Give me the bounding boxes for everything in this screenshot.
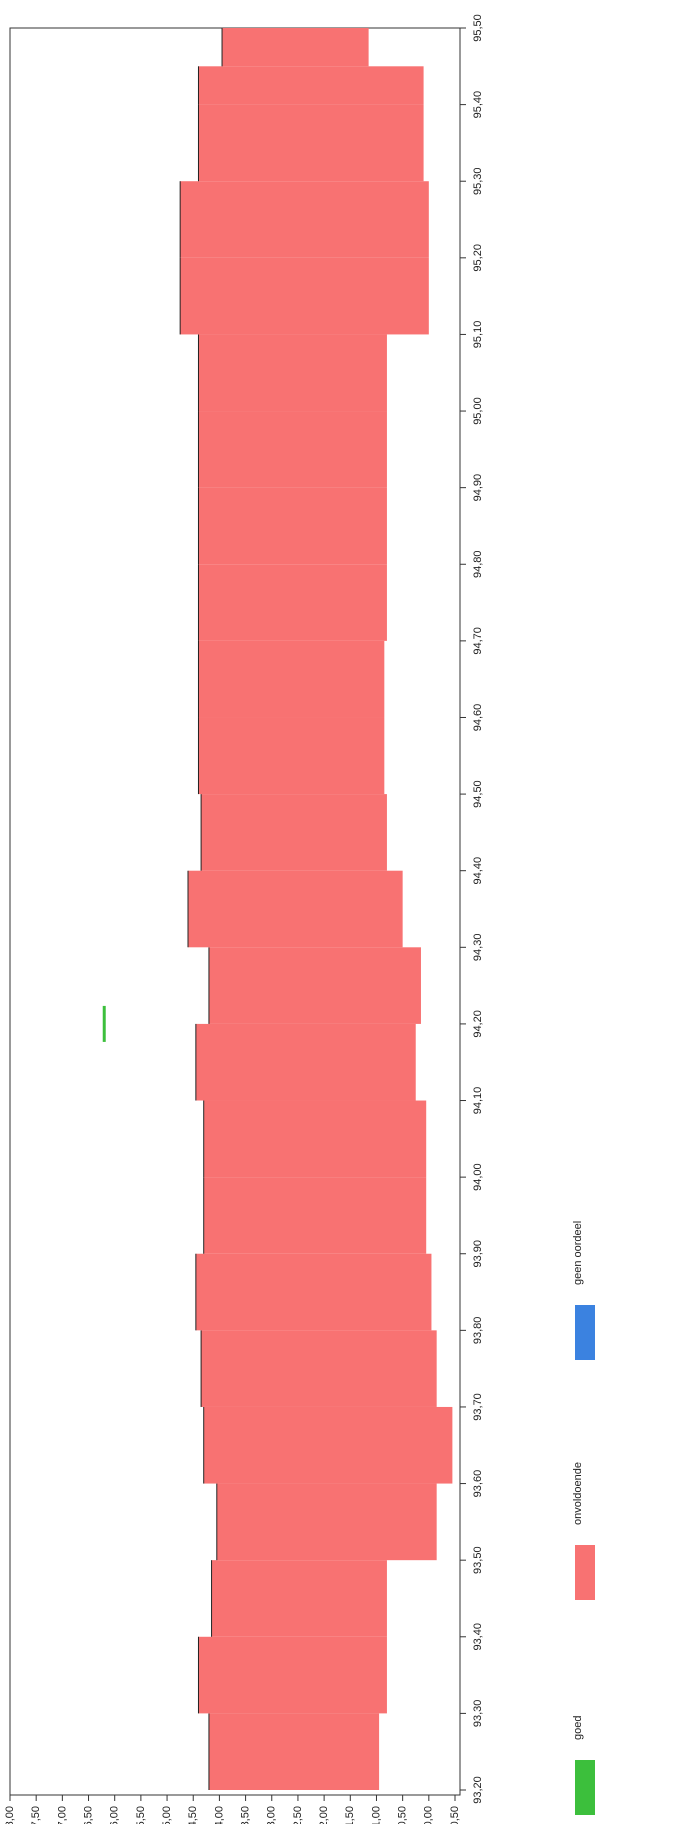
legend-swatch xyxy=(575,1545,595,1600)
range-bar xyxy=(203,1177,427,1254)
legend-swatch xyxy=(575,1305,595,1360)
legend-label: geen oordeel xyxy=(572,1221,584,1285)
y-tick-label: 5,50 xyxy=(135,1806,147,1824)
range-bar xyxy=(198,487,387,565)
range-bar xyxy=(180,181,429,258)
range-bar xyxy=(198,640,385,718)
range-bar xyxy=(201,1330,437,1407)
x-tick-label: 94,50 xyxy=(472,780,484,808)
y-tick-label: 7,00 xyxy=(56,1806,68,1824)
range-bar xyxy=(198,717,385,795)
range-bar xyxy=(211,1560,387,1637)
range-bar xyxy=(208,947,421,1024)
y-tick-label: 3,00 xyxy=(266,1806,278,1824)
x-tick-label: 94,90 xyxy=(472,474,484,502)
range-bar xyxy=(208,1713,380,1790)
range-bar xyxy=(198,104,424,182)
range-bar xyxy=(198,564,387,641)
y-tick-label: 5,00 xyxy=(161,1806,173,1824)
x-tick-label: 95,10 xyxy=(472,321,484,349)
x-tick-label: 93,40 xyxy=(472,1623,484,1651)
range-bar xyxy=(198,66,424,105)
range-bar xyxy=(201,794,387,871)
legend-label: goed xyxy=(572,1716,584,1740)
range-bar xyxy=(203,1100,427,1178)
x-tick-label: 93,60 xyxy=(472,1470,484,1498)
x-tick-label: 93,20 xyxy=(472,1776,484,1804)
x-tick-label: 94,80 xyxy=(472,550,484,578)
y-tick-label: 1,00 xyxy=(370,1806,382,1824)
y-tick-label: 0,50 xyxy=(397,1806,409,1824)
x-tick-label: 94,70 xyxy=(472,627,484,655)
y-tick-label: 4,50 xyxy=(187,1806,199,1824)
y-tick-label: 6,50 xyxy=(82,1806,94,1824)
x-tick-label: 94,10 xyxy=(472,1087,484,1115)
y-tick-label: 8,00 xyxy=(4,1806,16,1824)
x-tick-label: 93,80 xyxy=(472,1317,484,1345)
y-tick-label: 4,00 xyxy=(213,1806,225,1824)
y-tick-label: 2,00 xyxy=(318,1806,330,1824)
range-bar xyxy=(198,1636,387,1714)
x-tick-label: 93,50 xyxy=(472,1546,484,1574)
range-bar xyxy=(216,1483,437,1561)
y-tick-label: -0,50 xyxy=(449,1806,461,1824)
range-bar xyxy=(195,1253,432,1331)
x-tick-label: 94,20 xyxy=(472,1010,484,1038)
range-bar xyxy=(222,28,369,67)
x-tick-label: 94,30 xyxy=(472,934,484,962)
x-tick-label: 93,90 xyxy=(472,1240,484,1268)
y-tick-label: 3,50 xyxy=(239,1806,251,1824)
x-tick-label: 94,00 xyxy=(472,1163,484,1191)
range-bar xyxy=(180,257,429,335)
range-bar xyxy=(188,870,403,948)
y-tick-label: 7,50 xyxy=(30,1806,42,1824)
x-tick-label: 93,70 xyxy=(472,1393,484,1421)
x-tick-label: 95,40 xyxy=(472,91,484,119)
y-tick-label: 0,00 xyxy=(423,1806,435,1824)
x-tick-label: 94,40 xyxy=(472,857,484,885)
x-tick-label: 95,50 xyxy=(472,14,484,42)
x-tick-label: 95,30 xyxy=(472,167,484,195)
range-bar xyxy=(198,334,387,412)
y-tick-label: 6,00 xyxy=(109,1806,121,1824)
y-tick-label: 1,50 xyxy=(344,1806,356,1824)
x-tick-label: 94,60 xyxy=(472,704,484,732)
x-tick-label: 95,20 xyxy=(472,244,484,272)
legend-swatch xyxy=(575,1760,595,1815)
y-tick-label: 2,50 xyxy=(292,1806,304,1824)
legend-label: onvoldoende xyxy=(572,1462,584,1525)
range-bar xyxy=(195,1023,416,1101)
range-bar xyxy=(203,1406,453,1484)
x-tick-label: 95,00 xyxy=(472,397,484,425)
x-tick-label: 93,30 xyxy=(472,1700,484,1728)
range-bar xyxy=(198,411,387,488)
